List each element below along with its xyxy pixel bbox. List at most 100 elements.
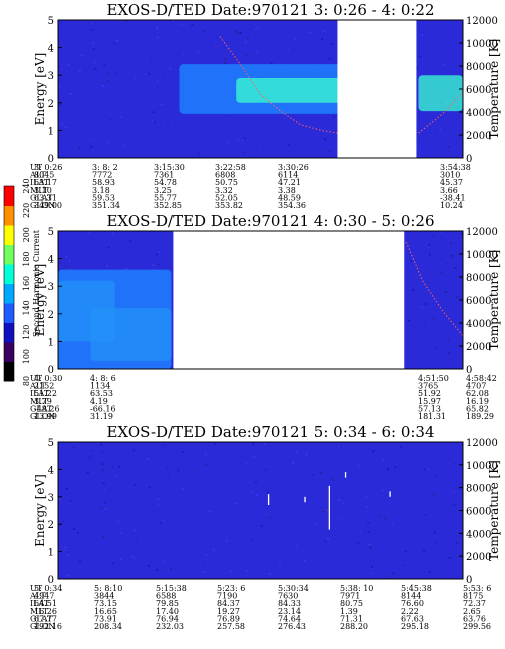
- noise-pixel: [119, 532, 122, 534]
- table-row-label: ILAT: [30, 599, 50, 608]
- noise-pixel: [253, 456, 256, 458]
- table-cell: 15.97: [418, 397, 441, 406]
- noise-pixel: [365, 496, 368, 499]
- colorbar-label: Second Harmonic Current: [32, 229, 41, 337]
- table-cell: 4: 0:30: [34, 374, 62, 383]
- noise-pixel: [293, 37, 296, 40]
- table-cell: 208.34: [94, 622, 122, 631]
- noise-pixel: [448, 146, 451, 148]
- table-cell: 7361: [154, 171, 174, 180]
- noise-pixel: [151, 120, 154, 123]
- noise-pixel: [226, 141, 229, 144]
- table-cell: 3:54:38: [440, 163, 471, 172]
- noise-pixel: [214, 442, 217, 445]
- y2-tick-label: 6000: [466, 296, 491, 307]
- table-cell: 67.77: [34, 614, 57, 623]
- table-row-label: MLT: [30, 607, 49, 616]
- noise-pixel: [295, 451, 298, 453]
- table-cell: -66.16: [90, 404, 116, 413]
- table-cell: 74.64: [278, 614, 301, 623]
- table-cell: 1.39: [340, 607, 358, 616]
- noise-pixel: [148, 486, 151, 489]
- noise-pixel: [315, 523, 318, 526]
- noise-pixel: [107, 246, 110, 249]
- noise-pixel: [89, 139, 92, 142]
- noise-pixel: [90, 22, 93, 25]
- noise-pixel: [309, 31, 312, 34]
- noise-pixel: [432, 317, 435, 320]
- table-cell: 299.56: [463, 622, 491, 631]
- table-cell: 6588: [156, 592, 176, 601]
- table-cell: 192.16: [34, 622, 62, 631]
- noise-pixel: [295, 545, 298, 547]
- y2-axis-label: Temperature [K]: [487, 39, 501, 140]
- noise-pixel: [202, 30, 205, 32]
- table-cell: 288.20: [340, 622, 368, 631]
- noise-pixel: [322, 510, 325, 513]
- noise-pixel: [357, 542, 360, 544]
- noise-pixel: [67, 554, 70, 556]
- table-cell: 6114: [278, 171, 298, 180]
- table-cell: 4:58:42: [466, 374, 497, 383]
- noise-pixel: [158, 251, 161, 253]
- noise-pixel: [338, 499, 341, 501]
- table-cell: 51.22: [34, 389, 57, 398]
- noise-pixel: [100, 507, 103, 509]
- table-cell: 71.31: [340, 614, 363, 623]
- noise-pixel: [90, 145, 93, 148]
- y-tick-label: 2: [48, 520, 54, 531]
- table-row-label: GLON: [30, 201, 55, 210]
- y-tick-label: 2: [48, 99, 54, 110]
- y-tick-label: 1: [48, 126, 54, 137]
- noise-pixel: [106, 265, 109, 267]
- y2-tick-label: 2000: [466, 131, 491, 142]
- table-cell: 4707: [466, 382, 486, 391]
- noise-pixel: [303, 559, 306, 562]
- noise-pixel: [434, 346, 437, 349]
- noise-pixel: [394, 466, 397, 468]
- table-row-label: UT: [30, 584, 43, 593]
- noise-pixel: [257, 27, 260, 29]
- noise-pixel: [366, 506, 369, 508]
- noise-pixel: [369, 546, 372, 549]
- panel-1: EXOS-D/TED Date:970121 3: 0:26 - 4: 0:22…: [29, 1, 501, 210]
- noise-pixel: [450, 255, 453, 257]
- noise-pixel: [382, 459, 385, 462]
- panel-title: EXOS-D/TED Date:970121 3: 0:26 - 4: 0:22: [106, 1, 434, 19]
- noise-pixel: [70, 500, 73, 502]
- noise-pixel: [332, 116, 335, 118]
- noise-pixel: [122, 145, 125, 147]
- noise-pixel: [64, 546, 67, 548]
- y-tick-label: 4: [48, 44, 54, 55]
- noise-pixel: [330, 42, 333, 45]
- table-cell: 73.91: [94, 614, 117, 623]
- panel-2: EXOS-D/TED Date:970121 4: 0:30 - 5: 0:26…: [29, 212, 501, 421]
- noise-pixel: [372, 450, 375, 452]
- noise-pixel: [204, 463, 207, 466]
- noise-pixel: [447, 339, 450, 342]
- noise-pixel: [163, 444, 166, 447]
- table-cell: 181.31: [418, 412, 446, 421]
- table-cell: 232.03: [156, 622, 184, 631]
- colorbar-tick-label: 100: [22, 349, 31, 364]
- noise-pixel: [325, 509, 328, 511]
- noise-pixel: [433, 235, 436, 238]
- table-cell: 3765: [418, 382, 438, 391]
- noise-pixel: [103, 64, 106, 67]
- noise-pixel: [100, 450, 103, 453]
- table-cell: 5:23: 6: [217, 584, 245, 593]
- noise-pixel: [251, 491, 254, 494]
- noise-pixel: [92, 42, 95, 44]
- y2-tick-label: 10000: [466, 39, 498, 50]
- noise-pixel: [338, 445, 341, 448]
- y-axis-label: Energy [eV]: [33, 264, 47, 337]
- table-cell: 45.37: [440, 178, 463, 187]
- table-cell: 2152: [34, 382, 54, 391]
- table-cell: 3.79: [34, 397, 52, 406]
- temperature-trace-0: [405, 241, 464, 337]
- noise-pixel: [155, 253, 158, 256]
- noise-pixel: [430, 515, 433, 517]
- noise-pixel: [130, 555, 133, 558]
- noise-pixel: [241, 138, 244, 141]
- noise-pixel: [111, 562, 114, 565]
